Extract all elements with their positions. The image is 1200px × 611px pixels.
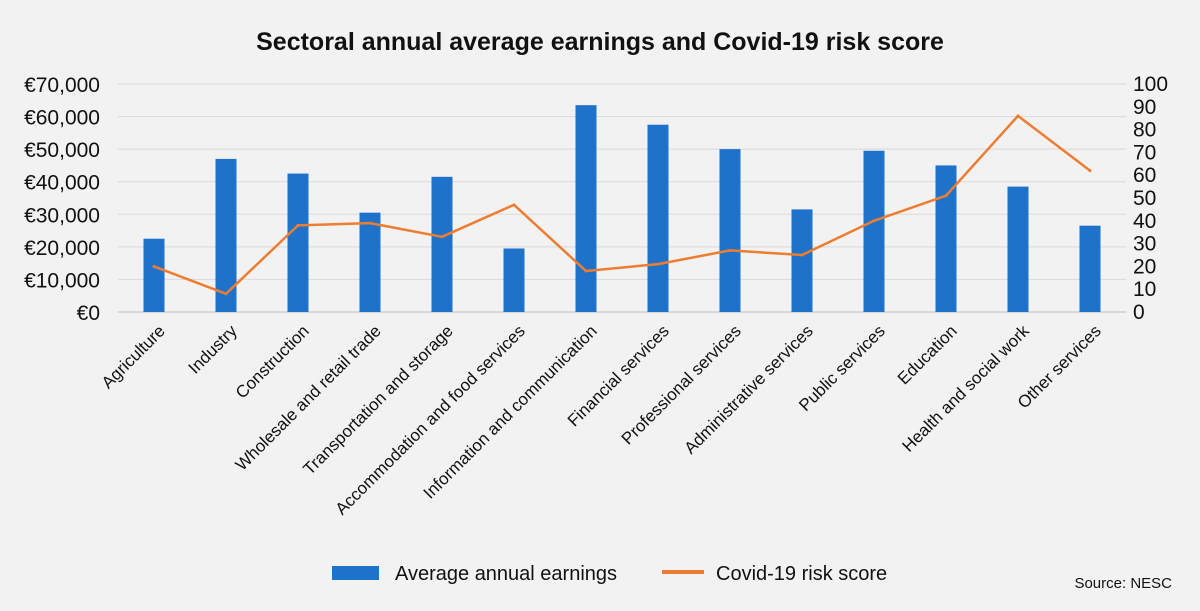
category-label: Transportation and storage — [299, 321, 456, 478]
bar — [287, 173, 309, 312]
category-labels: Agriculture IndustryConstructionWholesale… — [98, 321, 1105, 519]
legend-swatch-risk — [662, 570, 704, 574]
line-point — [728, 248, 732, 252]
right-tick-label: 10 — [1133, 278, 1156, 301]
line-point — [1088, 169, 1092, 173]
right-tick-label: 30 — [1133, 233, 1156, 256]
line-point — [1016, 114, 1020, 118]
right-tick-label: 90 — [1133, 96, 1156, 119]
line-point — [152, 264, 156, 268]
bar — [575, 105, 597, 313]
legend-label-earnings: Average annual earnings — [395, 563, 617, 585]
right-tick-label: 60 — [1133, 164, 1156, 187]
left-tick-label: €20,000 — [24, 237, 100, 260]
bar — [935, 165, 957, 312]
line-point — [584, 269, 588, 273]
right-tick-label: 0 — [1133, 301, 1145, 324]
bar — [431, 176, 453, 312]
bar — [1079, 225, 1101, 312]
category-label: Construction — [232, 321, 313, 402]
bar — [503, 248, 525, 312]
bar — [719, 149, 741, 312]
right-tick-label: 40 — [1133, 210, 1156, 233]
left-tick-label: €30,000 — [24, 204, 100, 227]
line-point — [944, 194, 948, 198]
risk-line — [153, 114, 1091, 296]
line-point — [368, 221, 372, 225]
category-label: Administrative services — [680, 321, 816, 457]
bar — [1007, 186, 1029, 312]
bar — [863, 150, 885, 312]
left-tick-label: €50,000 — [24, 139, 100, 162]
bar — [215, 158, 237, 312]
gridlines — [118, 83, 1126, 313]
risk-score-line — [152, 114, 1092, 296]
left-tick-label: €0 — [77, 302, 100, 325]
bar — [647, 124, 669, 312]
right-tick-label: 100 — [1133, 73, 1168, 96]
bar — [791, 209, 813, 312]
category-label: Agriculture — [98, 321, 169, 392]
line-point — [656, 262, 660, 266]
right-tick-label: 70 — [1133, 141, 1156, 164]
right-tick-label: 20 — [1133, 255, 1156, 278]
category-label: Education — [894, 321, 961, 388]
category-label: Industry — [185, 321, 242, 378]
category-label: Professional services — [618, 321, 745, 448]
category-label: Wholesale and retail trade — [232, 321, 385, 474]
left-tick-label: €60,000 — [24, 107, 100, 130]
left-tick-label: €10,000 — [24, 269, 100, 292]
bar — [359, 212, 381, 312]
line-point — [512, 203, 516, 207]
bar — [143, 238, 165, 312]
earnings-bars — [143, 105, 1101, 313]
line-point — [440, 235, 444, 239]
right-tick-label: 50 — [1133, 187, 1156, 210]
legend-label-risk: Covid-19 risk score — [716, 563, 887, 585]
legend-swatch-earnings — [332, 566, 379, 580]
category-label: Health and social work — [898, 321, 1033, 456]
line-point — [224, 292, 228, 296]
line-point — [296, 223, 300, 227]
chart-title: Sectoral annual average earnings and Cov… — [256, 28, 944, 56]
left-axis-ticks: €0 €10,000 €20,000 €30,000 €40,000 €50,000 €60… — [24, 74, 100, 325]
source-note: Source: NESC — [1074, 575, 1172, 592]
right-tick-label: 80 — [1133, 119, 1156, 142]
left-tick-label: €70,000 — [24, 74, 100, 97]
legend: Average annual earnings Covid-19 risk sc… — [332, 563, 887, 585]
line-point — [872, 219, 876, 223]
line-point — [800, 253, 804, 257]
left-tick-label: €40,000 — [24, 172, 100, 195]
